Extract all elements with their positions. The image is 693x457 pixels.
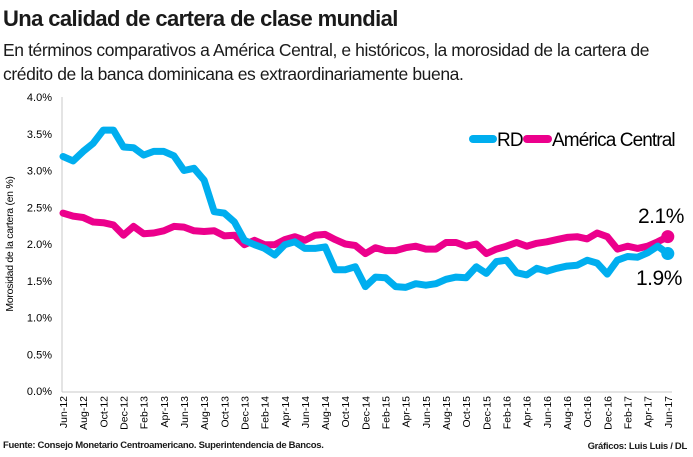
y-tick-label: 2.5% [27, 202, 52, 214]
end-point-rd [661, 247, 675, 261]
x-tick-label: Jun-14 [300, 396, 312, 428]
end-point-america-central [661, 230, 675, 244]
x-tick-label: Oct-13 [219, 396, 231, 428]
y-axis-ticks: 0.0% 0.5% 1.0% 1.5% 2.0% 2.5% 3.0% 3.5% 4.0% [27, 92, 52, 398]
legend: RD América Central [469, 130, 676, 151]
x-tick-label: Apr-15 [401, 396, 413, 428]
x-tick-label: Jun-16 [542, 396, 554, 428]
series-line-rd [59, 126, 672, 291]
x-tick-label: Feb-13 [139, 396, 151, 429]
x-tick-label: Jun-13 [179, 396, 191, 428]
x-tick-label: Aug-16 [562, 396, 574, 430]
x-tick-label: Jun-17 [663, 396, 675, 428]
x-tick-label: Oct-15 [461, 396, 473, 428]
x-tick-label: Dec-15 [481, 396, 493, 430]
legend-label-rd: RD [497, 130, 523, 151]
x-tick-label: Dec-14 [360, 396, 372, 430]
source-note: Fuente: Consejo Monetario Centroamerican… [3, 440, 324, 451]
y-tick-label: 1.5% [27, 276, 52, 288]
x-tick-label: Oct-12 [98, 396, 110, 428]
x-tick-label: Apr-13 [159, 396, 171, 428]
y-tick-label: 1.0% [27, 313, 52, 325]
x-tick-label: Aug-15 [441, 396, 453, 430]
y-tick-label: 3.0% [27, 166, 52, 178]
x-tick-label: Oct-16 [582, 396, 594, 428]
chart-subtitle: En términos comparativos a América Centr… [3, 40, 650, 84]
series-lines [59, 126, 675, 291]
credit-note: Gráficos: Luis Luis / DL [587, 441, 688, 452]
x-tick-label: Dec-12 [118, 396, 130, 430]
x-tick-label: Apr-16 [522, 396, 534, 428]
x-tick-label: Feb-17 [622, 396, 634, 429]
x-axis-ticks: Jun-12 Aug-12 Oct-12 Dec-12 Feb-13 Apr-13 Jun-… [58, 396, 675, 430]
x-tick-label: Aug-13 [199, 396, 211, 430]
y-tick-label: 0.0% [27, 386, 52, 398]
y-tick-label: 4.0% [27, 92, 52, 104]
x-tick-label: Aug-12 [78, 396, 90, 430]
end-label-america-central: 2.1% [638, 205, 684, 228]
x-tick-label: Feb-16 [502, 396, 514, 429]
x-tick-label: Apr-14 [280, 396, 292, 428]
y-tick-label: 0.5% [27, 349, 52, 361]
legend-label-america-central: América Central [552, 130, 675, 151]
end-label-rd: 1.9% [636, 267, 682, 290]
x-tick-label: Jun-12 [58, 396, 70, 428]
x-tick-label: Apr-17 [643, 396, 655, 428]
y-tick-label: 2.0% [27, 239, 52, 251]
y-axis-label: Morosidad de la cartera (en %) [4, 176, 16, 311]
chart-title: Una calidad de cartera de clase mundial [3, 6, 398, 31]
series-line-america-central [59, 209, 672, 258]
x-tick-label: Feb-15 [381, 396, 393, 429]
x-tick-label: Feb-14 [260, 396, 272, 429]
x-tick-label: Dec-13 [239, 396, 251, 430]
x-tick-label: Aug-14 [320, 396, 332, 430]
x-tick-label: Oct-14 [340, 396, 352, 428]
x-tick-label: Dec-16 [602, 396, 614, 430]
x-tick-label: Jun-15 [421, 396, 433, 428]
y-tick-label: 3.5% [27, 129, 52, 141]
